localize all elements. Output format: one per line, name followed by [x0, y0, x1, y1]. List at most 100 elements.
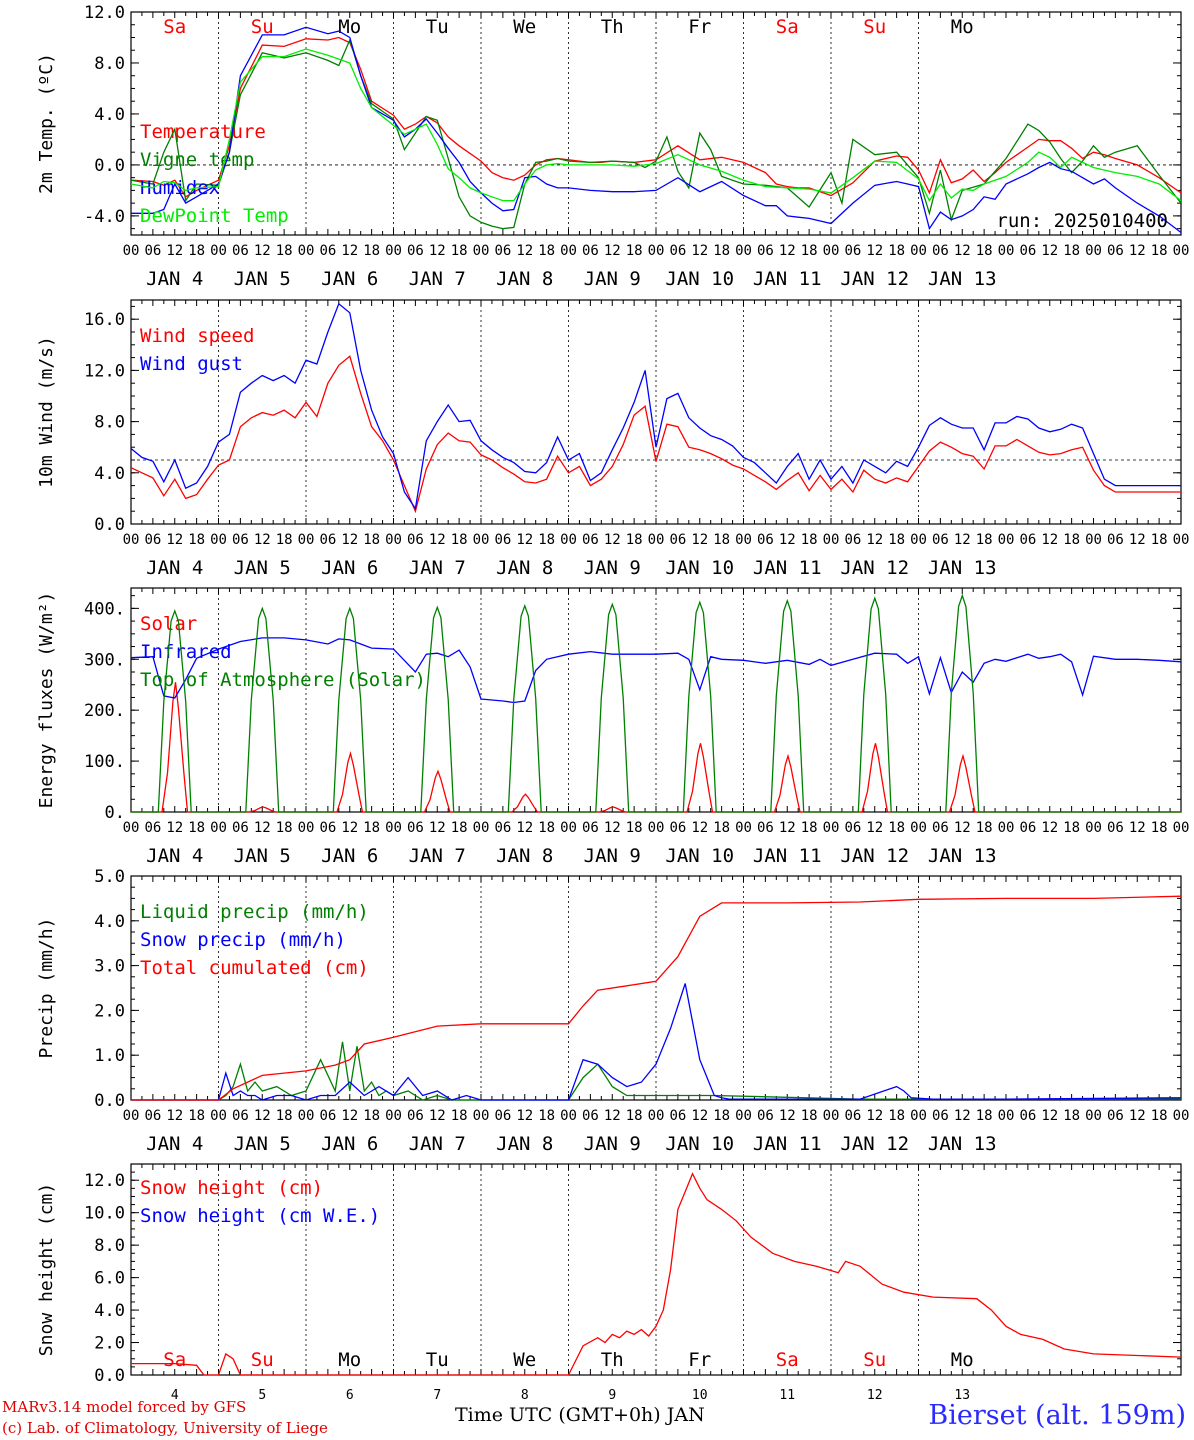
x-hour-label: 18 — [363, 243, 380, 259]
x-hour-label: 12 — [954, 1108, 971, 1124]
day-of-week-label: We — [513, 1349, 536, 1371]
x-hour-label: 06 — [232, 532, 249, 548]
day-of-week-label: Sa — [163, 1349, 186, 1371]
x-day-number: 4 — [171, 1388, 179, 1403]
legend-entry: Vigne temp — [140, 149, 254, 171]
x-date-label: JAN 10 — [665, 557, 734, 579]
x-hour-label: 06 — [319, 1108, 336, 1124]
x-hour-label: 18 — [713, 532, 730, 548]
x-hour-label: 06 — [494, 532, 511, 548]
x-hour-label: 06 — [319, 243, 336, 259]
day-of-week-label: Mo — [951, 1349, 974, 1371]
x-hour-label: 12 — [166, 532, 183, 548]
x-hour-label: 12 — [1041, 820, 1058, 836]
y-tick-label: 1.0 — [94, 1046, 125, 1066]
x-hour-label: 06 — [844, 820, 861, 836]
x-date-label: JAN 9 — [584, 1133, 641, 1155]
x-date-label: JAN 13 — [928, 845, 997, 867]
x-hour-label: 00 — [735, 532, 752, 548]
day-of-week-label: Sa — [163, 16, 186, 38]
series-wind-gust — [130, 302, 1181, 511]
x-date-label: JAN 5 — [234, 845, 291, 867]
y-tick-label: -4.0 — [84, 207, 125, 227]
day-of-week-label: Fr — [688, 16, 711, 38]
x-axis-label: Time UTC (GMT+0h) JAN — [455, 1404, 705, 1426]
x-hour-label: 06 — [932, 820, 949, 836]
x-day-number: 10 — [692, 1388, 708, 1403]
legend-entry: Humidex — [140, 177, 220, 199]
x-date-label: JAN 5 — [234, 268, 291, 290]
x-hour-label: 18 — [626, 532, 643, 548]
x-hour-label: 18 — [1151, 243, 1168, 259]
x-hour-label: 12 — [1041, 1108, 1058, 1124]
x-date-label: JAN 5 — [234, 557, 291, 579]
x-hour-label: 12 — [1129, 1108, 1146, 1124]
x-hour-label: 00 — [298, 1108, 315, 1124]
x-date-label: JAN 12 — [840, 557, 909, 579]
series-total-cumulated-cm — [131, 895, 1182, 1101]
x-hour-label: 12 — [516, 1108, 533, 1124]
series-snow-height-cm — [131, 1172, 1182, 1376]
x-hour-label: 12 — [1041, 532, 1058, 548]
x-hour-label: 18 — [801, 1108, 818, 1124]
y-tick-label: 0.0 — [94, 1091, 125, 1111]
legend-entry: Wind gust — [140, 353, 243, 375]
x-hour-label: 12 — [779, 532, 796, 548]
x-hour-label: 00 — [735, 243, 752, 259]
series-top-of-atmosphere-solar — [131, 593, 1181, 813]
x-hour-label: 12 — [691, 820, 708, 836]
x-hour-label: 18 — [1063, 243, 1080, 259]
x-hour-label: 12 — [166, 820, 183, 836]
x-date-label: JAN 9 — [584, 845, 641, 867]
day-of-week-label: Tu — [426, 1349, 449, 1371]
x-hour-label: 06 — [669, 820, 686, 836]
x-hour-label: 00 — [998, 1108, 1015, 1124]
x-hour-label: 00 — [648, 820, 665, 836]
x-hour-label: 00 — [648, 243, 665, 259]
x-hour-label: 18 — [538, 532, 555, 548]
day-of-week-label: Th — [601, 1349, 624, 1371]
x-hour-label: 06 — [319, 820, 336, 836]
chart-panel-5: 0.0 2.0 4.0 6.0 8.0 10.0 12.0 Snow height (cm) 4… — [36, 1163, 1182, 1403]
x-hour-label: 00 — [560, 820, 577, 836]
x-hour-label: 18 — [626, 243, 643, 259]
x-hour-label: 06 — [407, 243, 424, 259]
x-hour-label: 18 — [713, 1108, 730, 1124]
x-hour-label: 00 — [1085, 532, 1102, 548]
y-tick-label: 12.0 — [84, 361, 125, 381]
x-date-label: JAN 8 — [496, 268, 553, 290]
x-hour-label: 18 — [363, 1108, 380, 1124]
day-of-week-label: Mo — [338, 1349, 361, 1371]
x-hour-label: 06 — [1019, 1108, 1036, 1124]
x-hour-label: 18 — [451, 1108, 468, 1124]
y-axis-label: Snow height (cm) — [36, 1183, 57, 1356]
x-hour-label: 00 — [210, 1108, 227, 1124]
x-hour-label: 18 — [801, 243, 818, 259]
x-hour-label: 00 — [473, 1108, 490, 1124]
x-hour-label: 18 — [276, 820, 293, 836]
x-hour-label: 06 — [319, 532, 336, 548]
x-day-number: 9 — [608, 1388, 616, 1403]
x-hour-label: 00 — [560, 243, 577, 259]
y-tick-label: 2.0 — [94, 1001, 125, 1021]
legend-entry: Liquid precip (mm/h) — [140, 901, 369, 923]
day-of-week-label: Su — [251, 16, 274, 38]
x-hour-label: 12 — [166, 1108, 183, 1124]
x-hour-label: 18 — [1151, 1108, 1168, 1124]
x-hour-label: 00 — [648, 1108, 665, 1124]
x-hour-label: 00 — [648, 532, 665, 548]
y-tick-label: 0.0 — [94, 515, 125, 535]
x-hour-label: 12 — [691, 243, 708, 259]
x-hour-label: 18 — [1063, 1108, 1080, 1124]
x-hour-label: 00 — [298, 820, 315, 836]
day-of-week-label: Su — [863, 1349, 886, 1371]
series-solar — [131, 682, 1181, 813]
x-hour-label: 06 — [144, 532, 161, 548]
x-date-label: JAN 7 — [409, 845, 466, 867]
legend-entry: Wind speed — [140, 325, 254, 347]
x-date-label: JAN 4 — [146, 845, 203, 867]
x-hour-label: 06 — [582, 1108, 599, 1124]
x-hour-label: 06 — [494, 243, 511, 259]
x-date-label: JAN 11 — [753, 845, 822, 867]
x-hour-label: 18 — [276, 243, 293, 259]
